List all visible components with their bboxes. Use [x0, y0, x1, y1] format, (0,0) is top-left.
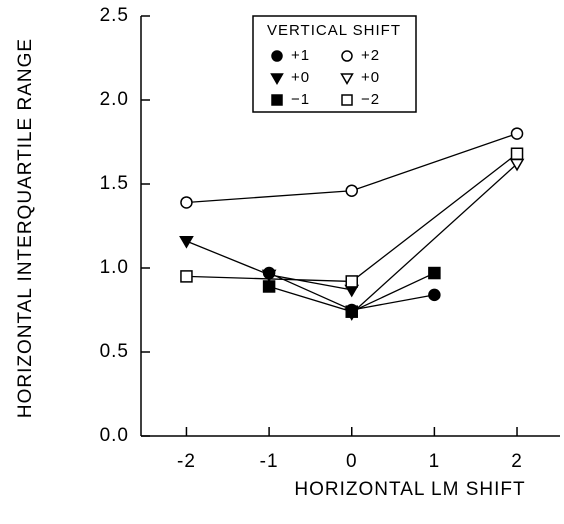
marker: [510, 127, 524, 140]
marker: [179, 235, 194, 249]
marker: [345, 184, 358, 197]
marker: [180, 270, 193, 283]
legend-marker: [271, 50, 283, 62]
series-line: [186, 153, 518, 283]
marker: [428, 288, 441, 302]
y-tick-label: 1.0: [100, 257, 129, 278]
x-tick-label: 1: [429, 451, 441, 472]
x-tick-label: -1: [260, 451, 279, 472]
y-tick-label: 0.5: [100, 341, 129, 362]
legend-label: +1: [291, 47, 310, 64]
y-tick-label: 2.5: [100, 5, 129, 26]
x-tick-label: -2: [177, 451, 196, 472]
legend-label: −1: [291, 91, 310, 108]
legend-marker: [340, 73, 354, 85]
series-line: [351, 163, 518, 314]
legend-label: −2: [361, 91, 380, 108]
marker: [261, 269, 277, 283]
marker: [345, 275, 358, 288]
x-tick-label: 2: [511, 451, 523, 472]
marker: [262, 280, 276, 293]
legend-marker: [341, 50, 353, 62]
legend-marker: [341, 94, 353, 106]
x-axis-label: HORIZONTAL LM SHIFT: [294, 479, 525, 500]
legend-label: +2: [361, 47, 380, 64]
marker: [345, 305, 358, 318]
legend-marker: [271, 94, 283, 106]
x-tick-label: 0: [346, 451, 358, 472]
legend-label: +0: [361, 69, 380, 86]
y-tick-label: 1.5: [100, 173, 129, 194]
legend-marker: [270, 73, 284, 85]
marker: [180, 196, 193, 209]
y-axis-label: HORIZONTAL INTERQUARTILE RANGE: [15, 38, 36, 418]
legend-label: +0: [291, 69, 310, 86]
legend-title: VERTICAL SHIFT: [267, 22, 401, 39]
y-tick-label: 0.0: [100, 425, 129, 446]
marker: [428, 266, 441, 280]
marker: [510, 147, 524, 161]
y-tick-label: 2.0: [100, 89, 129, 110]
